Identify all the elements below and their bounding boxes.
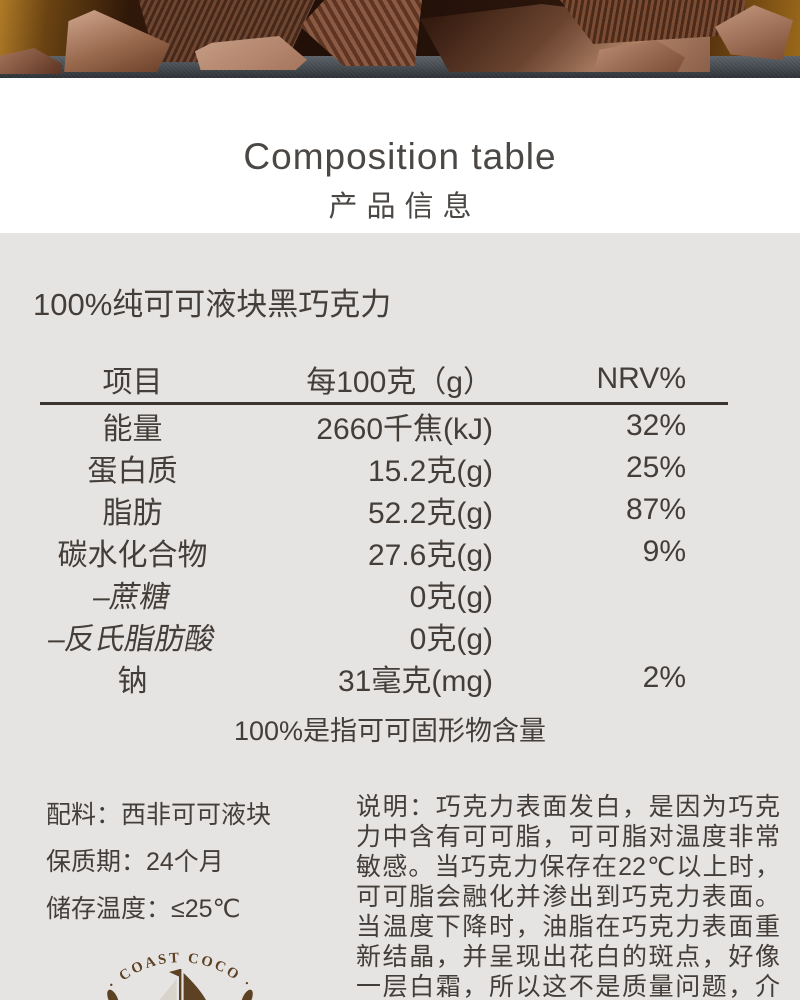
nutrient-name: 能量 bbox=[102, 413, 163, 446]
bottom-section: 配料：西非可可液块 保质期：24个月 储存温度：≤25℃ · COAST COC… bbox=[0, 792, 800, 1000]
ingredients-line: 配料：西非可可液块 bbox=[46, 801, 272, 829]
nutrient-nrv: 87% bbox=[625, 493, 686, 526]
table-row: 钠 31毫克(mg) 2% bbox=[40, 657, 728, 699]
section-title-chinese: 产品信息 bbox=[328, 191, 481, 223]
header-item: 项目 bbox=[102, 366, 163, 399]
nutrient-value: 31毫克(mg) bbox=[337, 665, 493, 698]
nutrient-value: 2660千焦(kJ) bbox=[316, 413, 493, 446]
title-band: Composition table 产品信息 bbox=[0, 78, 800, 233]
nutrient-value: 27.6克(g) bbox=[367, 539, 493, 572]
table-header-row: 项目 每100克（g） NRV% bbox=[40, 356, 728, 402]
laurel-left bbox=[107, 989, 119, 1000]
nutrient-nrv: 9% bbox=[642, 535, 686, 568]
nutrient-name: –蔗糖 bbox=[90, 581, 174, 614]
nutrient-value: 52.2克(g) bbox=[367, 497, 493, 530]
cocoa-solids-footnote: 100%是指可可固形物含量 bbox=[233, 716, 547, 746]
shelf-life-line: 保质期：24个月 bbox=[46, 848, 224, 876]
info-panel: 100%纯可可液块黑巧克力 项目 每100克（g） NRV% 能量 2660千焦… bbox=[0, 233, 800, 1000]
nutrient-value: 0克(g) bbox=[409, 581, 493, 614]
nutrient-nrv: 25% bbox=[625, 451, 686, 484]
nutrition-table: 项目 每100克（g） NRV% 能量 2660千焦(kJ) 32% 蛋白质 1… bbox=[40, 356, 728, 699]
table-divider bbox=[40, 402, 728, 405]
chocolate-chunk bbox=[0, 48, 62, 74]
nutrient-value: 0克(g) bbox=[409, 623, 493, 656]
bloom-explanation-text: 说明：巧克力表面发白，是因为巧克力中含有可可脂，可可脂对温度非常敏感。当巧克力保… bbox=[356, 793, 780, 1000]
coast-coco-logo: · COAST COCO · bbox=[80, 941, 280, 1000]
chocolate-hero-photo bbox=[0, 0, 800, 78]
nutrient-value: 15.2克(g) bbox=[367, 455, 493, 488]
table-row: 碳水化合物 27.6克(g) 9% bbox=[40, 531, 728, 573]
section-title-english: Composition table bbox=[243, 136, 557, 177]
product-name: 100%纯可可液块黑巧克力 bbox=[33, 287, 392, 322]
nutrient-nrv: 2% bbox=[642, 661, 686, 694]
table-row: –反氏脂肪酸 0克(g) bbox=[40, 615, 728, 657]
table-row: 脂肪 52.2克(g) 87% bbox=[40, 489, 728, 531]
nutrient-name: 碳水化合物 bbox=[57, 539, 208, 572]
storage-temp-line: 储存温度：≤25℃ bbox=[46, 895, 241, 923]
nutrient-name: 脂肪 bbox=[102, 497, 163, 530]
laurel-right bbox=[241, 989, 253, 1000]
table-row: 能量 2660千焦(kJ) 32% bbox=[40, 405, 728, 447]
nutrient-name: 蛋白质 bbox=[87, 455, 178, 488]
table-row: –蔗糖 0克(g) bbox=[40, 573, 728, 615]
nutrient-name: 钠 bbox=[117, 665, 148, 698]
table-row: 蛋白质 15.2克(g) 25% bbox=[40, 447, 728, 489]
product-details: 配料：西非可可液块 保质期：24个月 储存温度：≤25℃ · COAST COC… bbox=[0, 792, 356, 1000]
nutrient-name: –反氏脂肪酸 bbox=[45, 623, 219, 656]
header-per-100g: 每100克（g） bbox=[306, 366, 493, 399]
header-nrv: NRV% bbox=[596, 362, 686, 395]
sailboat-icon bbox=[159, 969, 206, 1000]
nutrient-nrv: 32% bbox=[625, 409, 686, 442]
